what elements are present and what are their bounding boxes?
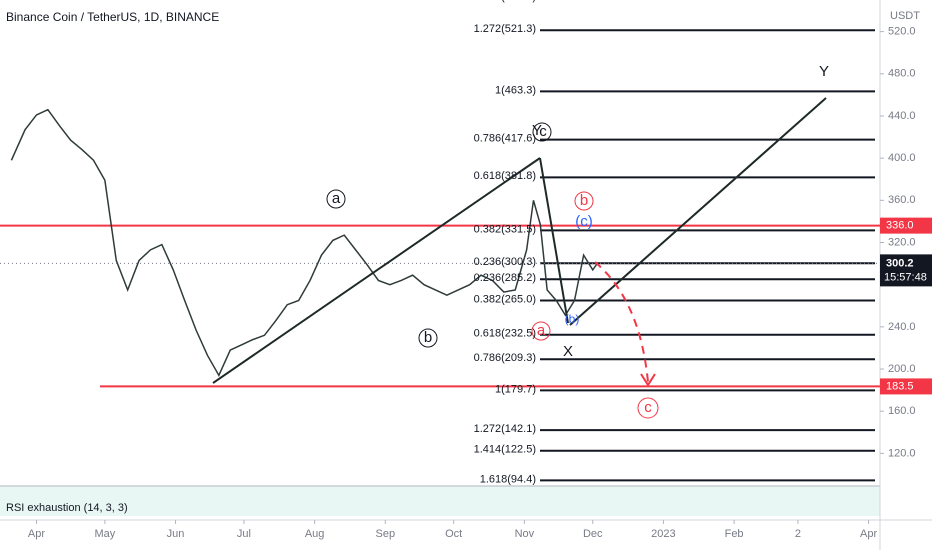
x-tick-label: 2 (795, 528, 801, 540)
x-tick-label: Jun (167, 528, 185, 540)
wave-label: Y (532, 122, 542, 139)
fib-label: 0.236(300.3) (474, 256, 536, 268)
wave-label: (c) (575, 213, 593, 230)
x-tick-label: Apr (28, 528, 45, 540)
wave-circle (326, 189, 346, 209)
x-tick-label: Jul (237, 528, 251, 540)
fib-label: 0.382(331.5) (474, 223, 536, 235)
x-tick-label: 2023 (651, 528, 675, 540)
wave-label: c (539, 123, 547, 140)
last-price-badge (880, 254, 932, 287)
y-tick-label: 520.0 (888, 26, 916, 38)
wave-circle (418, 328, 438, 348)
fib-label: 1.414(551.6) (474, 0, 536, 3)
fib-label: 0.618(381.8) (474, 170, 536, 182)
price-badge (880, 378, 932, 395)
fib-label: 1.272(142.1) (474, 423, 536, 435)
y-tick-label: 400.0 (888, 152, 916, 164)
fib-label: 0.382(265.0) (474, 293, 536, 305)
fib-label: 1.272(521.3) (474, 23, 536, 35)
wave-circle (532, 122, 552, 142)
x-tick-label: May (94, 528, 115, 540)
wave-label: (b) (565, 312, 580, 326)
price-line (10, 108, 598, 378)
y-tick-label: 120.0 (888, 447, 916, 459)
countdown: 15:57:48 (884, 271, 927, 283)
fib-label: 1(463.3) (495, 84, 536, 96)
fib-label: 1.618(94.4) (480, 473, 536, 485)
wave-label: X (563, 343, 573, 360)
trend-line (539, 157, 569, 324)
indicator-label: RSI exhaustion (14, 3, 3) (6, 502, 128, 514)
projection-arrow (594, 261, 649, 383)
arrow-head (640, 373, 656, 387)
fib-label: 0.786(209.3) (474, 352, 536, 364)
price-badge (880, 217, 932, 234)
y-tick-label: 160.0 (888, 405, 916, 417)
x-tick-label: Oct (445, 528, 462, 540)
x-tick-label: Nov (515, 528, 535, 540)
y-tick-label: 320.0 (888, 236, 916, 248)
price-badge-label: 183.5 (886, 380, 914, 392)
fib-label: 1.414(122.5) (474, 444, 536, 456)
wave-label: b (580, 192, 588, 209)
wave-label: a (537, 322, 546, 339)
axis-unit: USDT (890, 10, 920, 22)
wave-label: a (332, 190, 341, 207)
fib-label: 0.786(417.6) (474, 133, 536, 145)
price-badge-label: 336.0 (886, 220, 914, 232)
wave-circle (574, 191, 594, 211)
fib-label: 0.236(285.2) (474, 272, 536, 284)
y-tick-label: 480.0 (888, 68, 916, 80)
x-tick-label: Dec (583, 528, 603, 540)
trend-line (569, 97, 827, 326)
y-tick-label: 440.0 (888, 110, 916, 122)
x-tick-label: Apr (860, 528, 877, 540)
chart-title: Binance Coin / TetherUS, 1D, BINANCE (6, 10, 219, 24)
wave-label: b (424, 329, 432, 346)
x-tick-label: Feb (725, 528, 744, 540)
wave-circle (531, 321, 551, 341)
last-price-label: 300.2 (886, 257, 914, 269)
y-tick-label: 200.0 (888, 363, 916, 375)
fib-label: 0.618(232.5) (474, 328, 536, 340)
wave-label: c (644, 399, 652, 416)
fib-label: 1(179.7) (495, 383, 536, 395)
x-tick-label: Aug (305, 528, 325, 540)
wave-label: Y (819, 63, 829, 80)
indicator-pane (0, 486, 880, 516)
y-tick-label: 240.0 (888, 321, 916, 333)
trend-line (212, 157, 541, 384)
y-tick-label: 360.0 (888, 194, 916, 206)
wave-circle (637, 397, 659, 419)
x-tick-label: Sep (375, 528, 395, 540)
